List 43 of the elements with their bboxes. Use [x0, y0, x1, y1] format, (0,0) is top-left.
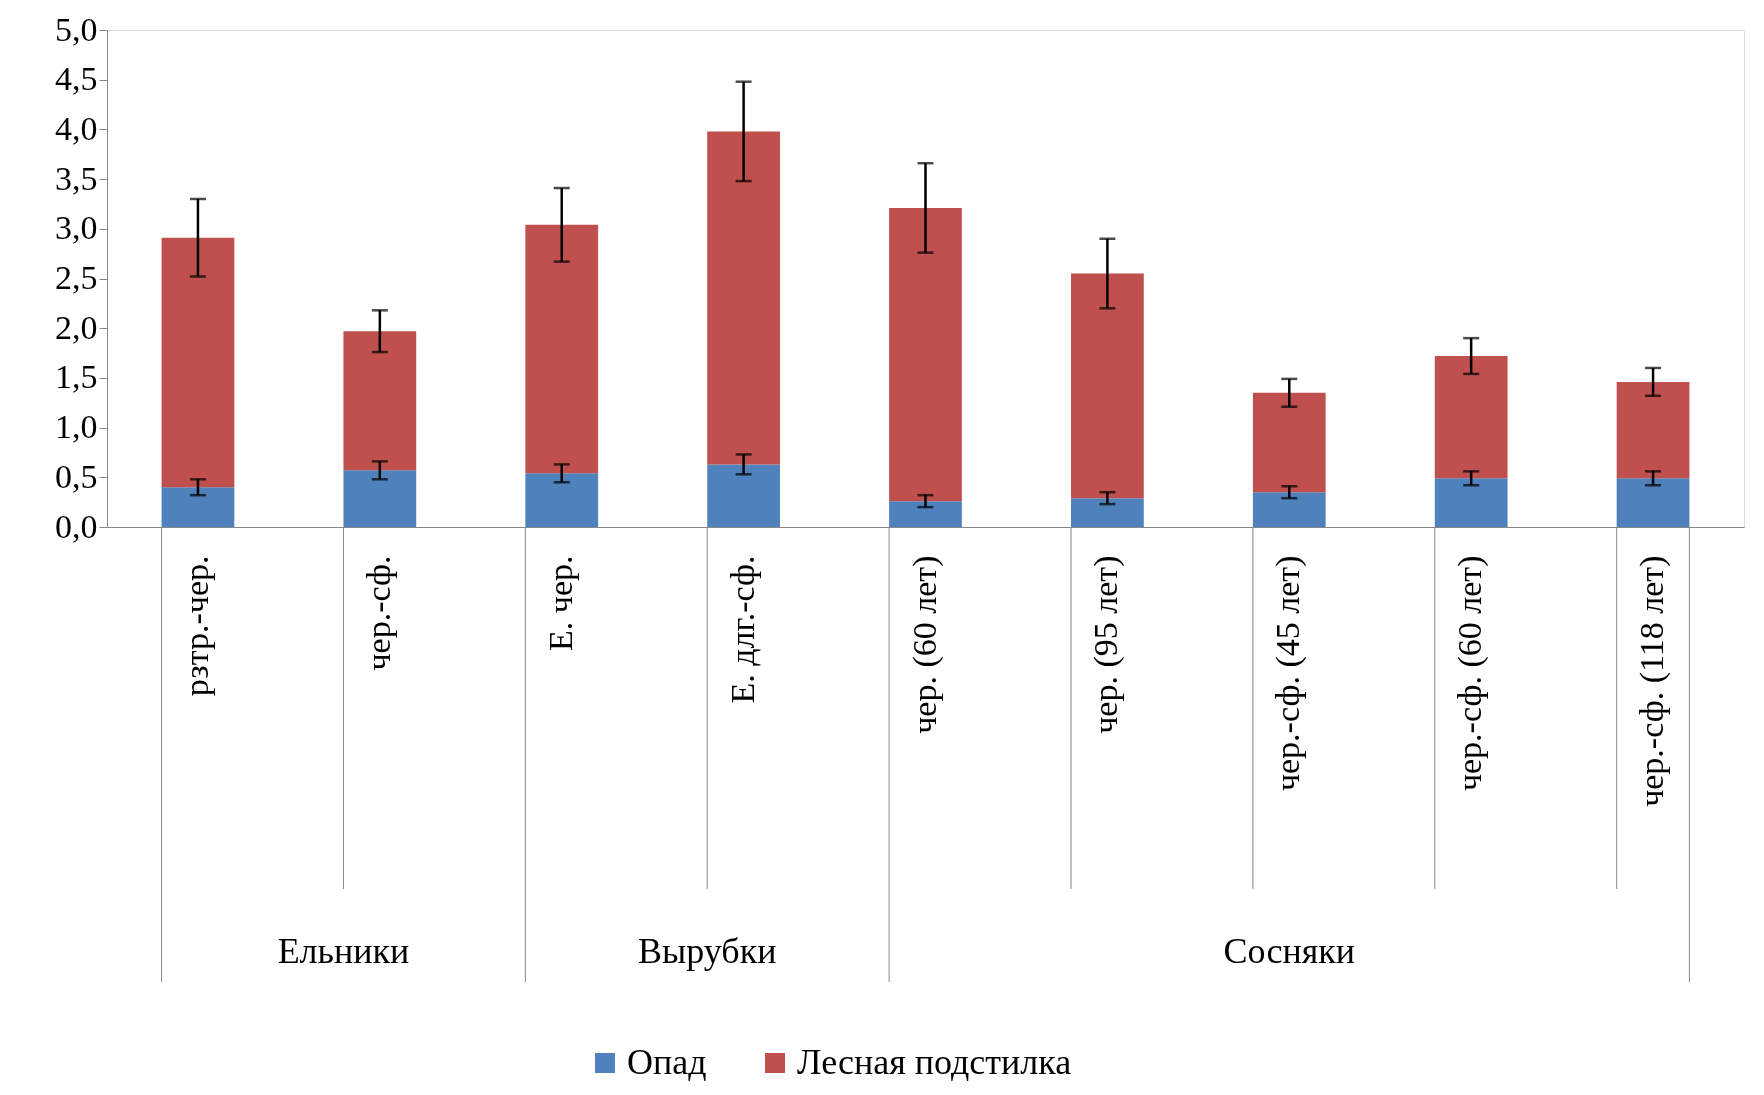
bar	[525, 224, 599, 474]
legend-label: Опад	[627, 1042, 707, 1082]
bar	[889, 207, 962, 502]
bar	[343, 331, 417, 471]
y-tick-label: 4,0	[55, 109, 98, 147]
bar	[1252, 492, 1326, 527]
x-tick-label: Е. длг.-сф.	[723, 555, 761, 704]
bar	[1071, 498, 1144, 527]
y-tick-label: 1,0	[55, 408, 98, 446]
y-tick-label: 4,5	[55, 60, 98, 98]
text: Ельники	[277, 931, 410, 971]
bar	[343, 470, 417, 527]
x-tick-label: чер. (60 лет)	[905, 555, 944, 734]
y-tick-label: 5,0	[55, 10, 98, 48]
y-tick-label: 1,5	[55, 358, 98, 396]
y-tick-label: 0,5	[55, 457, 98, 495]
bar	[1434, 356, 1508, 479]
text: Сосняки	[1223, 931, 1356, 971]
legend-label: Лесная подстилка	[797, 1042, 1072, 1082]
bar	[525, 473, 599, 527]
bar	[707, 464, 780, 527]
x-tick-label: чер.-сф.	[359, 555, 397, 671]
bar	[1252, 392, 1326, 493]
bar	[1071, 273, 1144, 499]
bar	[161, 237, 235, 488]
bar	[1616, 381, 1690, 479]
x-tick-label: чер.-сф. (118 лет)	[1633, 555, 1672, 807]
bar	[707, 131, 780, 465]
bar	[889, 501, 962, 527]
x-tick-label: чер. (95 лет)	[1087, 555, 1126, 734]
y-tick-label: 2,5	[55, 259, 98, 296]
x-tick-label: чер.-сф. (45 лет)	[1269, 555, 1308, 792]
y-tick-label: 0,0	[55, 507, 98, 545]
x-tick-label: чер.-сф. (60 лет)	[1451, 555, 1490, 792]
x-tick-label: рзтр.-чер.	[177, 555, 215, 697]
text: Вырубки	[638, 931, 777, 971]
x-tick-label: Е. чер.	[541, 555, 579, 651]
bar	[161, 487, 235, 527]
bar	[1434, 478, 1508, 527]
y-tick-label: 3,0	[55, 209, 98, 247]
y-tick-label: 2,0	[55, 308, 98, 346]
bar	[1616, 478, 1690, 527]
y-tick-label: 3,5	[55, 159, 98, 197]
